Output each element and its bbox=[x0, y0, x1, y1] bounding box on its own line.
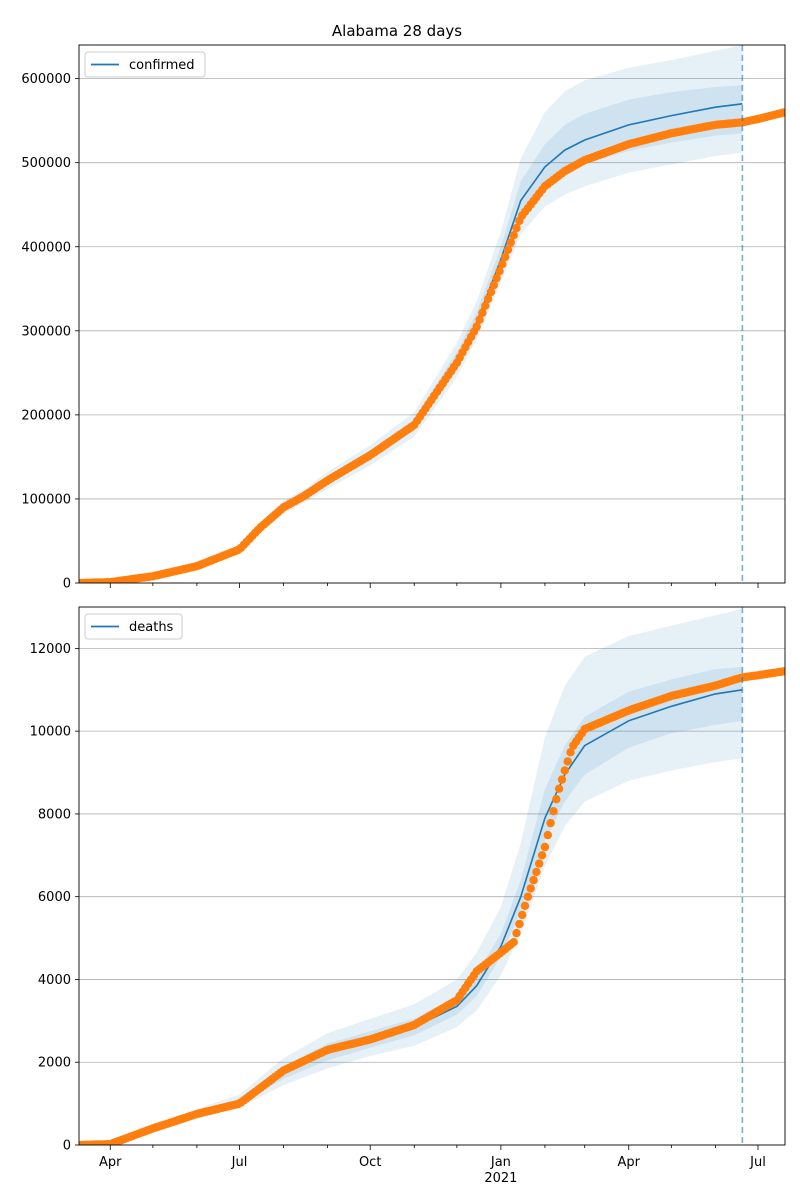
observed-point bbox=[481, 301, 490, 310]
observed-point bbox=[549, 807, 558, 816]
observed-point bbox=[543, 830, 552, 840]
observed-point bbox=[489, 280, 498, 290]
observed-point bbox=[557, 775, 567, 784]
observed-point bbox=[554, 784, 564, 793]
observed-point bbox=[509, 231, 518, 240]
y-tick-label: 400000 bbox=[21, 240, 71, 255]
x-tick-label: Oct bbox=[359, 1155, 381, 1170]
y-tick-label: 8000 bbox=[38, 807, 71, 822]
legend-box bbox=[84, 613, 183, 640]
observed-point bbox=[515, 919, 524, 929]
observed-point bbox=[509, 938, 518, 947]
x-tick-label: Apr bbox=[99, 1155, 122, 1170]
observed-point bbox=[472, 322, 481, 331]
y-tick-label: 500000 bbox=[21, 156, 71, 171]
y-tick-label: 300000 bbox=[21, 324, 71, 339]
x-tick-label: Jul bbox=[749, 1155, 766, 1170]
axes-frame bbox=[78, 44, 786, 584]
y-tick-label: 2000 bbox=[38, 1056, 71, 1071]
legend-label: confirmed bbox=[129, 58, 195, 73]
y-tick-label: 0 bbox=[63, 577, 71, 592]
observed-point bbox=[512, 223, 521, 233]
y-tick-label: 12000 bbox=[30, 642, 71, 657]
confidence-band-inner bbox=[79, 667, 743, 1145]
observed-point bbox=[552, 795, 561, 804]
chart-title: Alabama 28 days bbox=[332, 22, 462, 40]
observed-point bbox=[523, 892, 533, 901]
observed-point bbox=[478, 308, 487, 317]
observed-point bbox=[492, 273, 501, 283]
axes-frame bbox=[78, 606, 786, 1146]
observed-point bbox=[560, 766, 569, 775]
y-tick-label: 4000 bbox=[38, 973, 71, 988]
observed-point bbox=[779, 667, 785, 676]
observed-point bbox=[779, 108, 785, 117]
observed-point bbox=[520, 901, 530, 910]
observed-point bbox=[512, 928, 521, 938]
legend-label: deaths bbox=[129, 620, 174, 635]
legend: deaths bbox=[84, 613, 183, 640]
observed-point bbox=[526, 884, 535, 893]
confirmed-panel: 0 100000 200000 300000 400000 500000 600000 con… bbox=[21, 44, 786, 592]
confidence-band-outer bbox=[79, 45, 743, 583]
observed-point bbox=[529, 875, 538, 885]
observed-point bbox=[498, 260, 507, 269]
y-tick-label: 0 bbox=[63, 1139, 71, 1154]
observed-point bbox=[535, 859, 544, 868]
observed-point bbox=[532, 867, 541, 877]
observed-point bbox=[546, 818, 555, 828]
y-tick-label: 100000 bbox=[21, 492, 71, 507]
y-tick-label: 10000 bbox=[30, 725, 71, 740]
y-tick-label: 600000 bbox=[21, 72, 71, 87]
observed-point bbox=[501, 252, 510, 262]
legend-box bbox=[84, 51, 206, 78]
observed-point bbox=[518, 910, 527, 920]
x-tick-label: Apr bbox=[617, 1155, 640, 1170]
observed-point bbox=[566, 748, 575, 757]
observed-point bbox=[506, 238, 515, 247]
observed-point bbox=[483, 294, 493, 304]
y-tick-label: 200000 bbox=[21, 408, 71, 423]
observed-point bbox=[537, 851, 547, 860]
observed-point bbox=[495, 267, 504, 276]
observed-point bbox=[563, 757, 572, 766]
x-tick-label: Jan bbox=[490, 1155, 511, 1170]
observed-point bbox=[486, 287, 496, 297]
observed-point bbox=[540, 842, 550, 852]
deaths-panel: 0 2000 4000 6000 8000 10000 12000 Apr Jul Oct Jan A… bbox=[30, 606, 786, 1186]
observed-point bbox=[475, 315, 484, 324]
observed-point bbox=[503, 245, 513, 254]
y-tick-label: 6000 bbox=[38, 890, 71, 905]
x-tick-label: Jul bbox=[231, 1155, 248, 1170]
legend: confirmed bbox=[84, 51, 206, 78]
series-line-confirmed bbox=[79, 103, 743, 583]
x-year-label: 2021 bbox=[484, 1171, 517, 1186]
